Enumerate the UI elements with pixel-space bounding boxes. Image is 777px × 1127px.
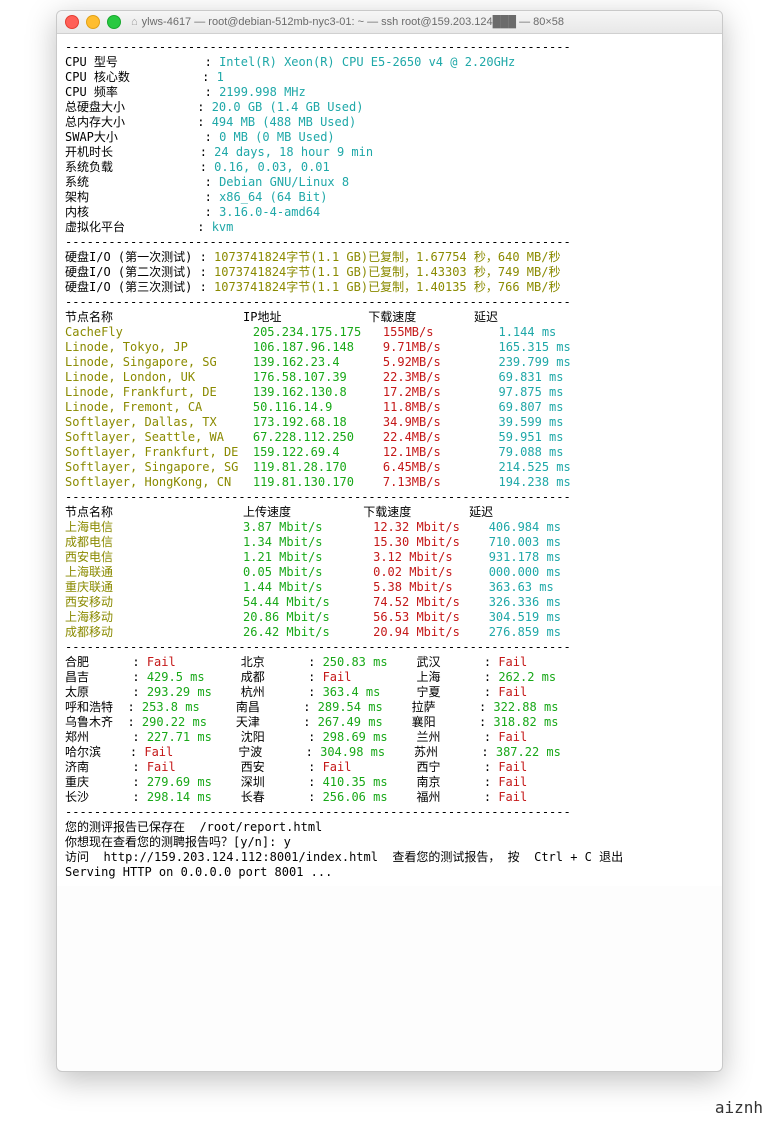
term-line: Linode, Frankfurt, DE 139.162.130.8 17.2… [65, 385, 714, 400]
term-line: 访问 http://159.203.124.112:8001/index.htm… [65, 850, 714, 865]
term-line: 上海电信 3.87 Mbit/s 12.32 Mbit/s 406.984 ms [65, 520, 714, 535]
term-line: 郑州 : 227.71 ms 沈阳 : 298.69 ms 兰州 : Fail [65, 730, 714, 745]
terminal-body[interactable]: ----------------------------------------… [57, 34, 722, 886]
term-line: Linode, Tokyo, JP 106.187.96.148 9.71MB/… [65, 340, 714, 355]
term-line: 节点名称 上传速度 下载速度 延迟 [65, 505, 714, 520]
term-line: ----------------------------------------… [65, 295, 714, 310]
window-title: ylws-4617 — root@debian-512mb-nyc3-01: ~… [142, 16, 564, 28]
term-line: 虚拟化平台 : kvm [65, 220, 714, 235]
term-line: 硬盘I/O (第一次测试) : 1073741824字节(1.1 GB)已复制，… [65, 250, 714, 265]
term-line: 总硬盘大小 : 20.0 GB (1.4 GB Used) [65, 100, 714, 115]
term-line: SWAP大小 : 0 MB (0 MB Used) [65, 130, 714, 145]
term-line: 重庆联通 1.44 Mbit/s 5.38 Mbit/s 363.63 ms [65, 580, 714, 595]
minimize-icon[interactable] [86, 15, 100, 29]
term-line: 架构 : x86_64 (64 Bit) [65, 190, 714, 205]
term-line: 你想现在查看您的测聘报告吗？[y/n]: y [65, 835, 714, 850]
term-line: 哈尔滨 : Fail 宁波 : 304.98 ms 苏州 : 387.22 ms [65, 745, 714, 760]
term-line: Linode, Fremont, CA 50.116.14.9 11.8MB/s… [65, 400, 714, 415]
close-icon[interactable] [65, 15, 79, 29]
term-line: Softlayer, HongKong, CN 119.81.130.170 7… [65, 475, 714, 490]
term-line: Softlayer, Frankfurt, DE 159.122.69.4 12… [65, 445, 714, 460]
watermark: aiznh [715, 1098, 763, 1117]
term-line: ----------------------------------------… [65, 490, 714, 505]
term-line: 上海联通 0.05 Mbit/s 0.02 Mbit/s 000.000 ms [65, 565, 714, 580]
traffic-lights [65, 15, 121, 29]
term-line: ----------------------------------------… [65, 805, 714, 820]
titlebar: ⌂ ylws-4617 — root@debian-512mb-nyc3-01:… [57, 11, 722, 34]
frame: ⌂ ylws-4617 — root@debian-512mb-nyc3-01:… [0, 0, 777, 1127]
term-line: Softlayer, Seattle, WA 67.228.112.250 22… [65, 430, 714, 445]
term-line: 长沙 : 298.14 ms 长春 : 256.06 ms 福州 : Fail [65, 790, 714, 805]
term-line: Serving HTTP on 0.0.0.0 port 8001 ... [65, 865, 714, 880]
term-line: 西安电信 1.21 Mbit/s 3.12 Mbit/s 931.178 ms [65, 550, 714, 565]
term-line: CPU 频率 : 2199.998 MHz [65, 85, 714, 100]
term-line: 昌吉 : 429.5 ms 成都 : Fail 上海 : 262.2 ms [65, 670, 714, 685]
term-line: 系统 : Debian GNU/Linux 8 [65, 175, 714, 190]
home-icon: ⌂ [131, 16, 138, 28]
term-line: Softlayer, Dallas, TX 173.192.68.18 34.9… [65, 415, 714, 430]
term-line: 乌鲁木齐 : 290.22 ms 天津 : 267.49 ms 襄阳 : 318… [65, 715, 714, 730]
term-line: 合肥 : Fail 北京 : 250.83 ms 武汉 : Fail [65, 655, 714, 670]
term-line: 节点名称 IP地址 下载速度 延迟 [65, 310, 714, 325]
term-line: 总内存大小 : 494 MB (488 MB Used) [65, 115, 714, 130]
term-line: ----------------------------------------… [65, 235, 714, 250]
term-line: ----------------------------------------… [65, 40, 714, 55]
term-line: 成都电信 1.34 Mbit/s 15.30 Mbit/s 710.003 ms [65, 535, 714, 550]
term-line: 开机时长 : 24 days, 18 hour 9 min [65, 145, 714, 160]
terminal-window: ⌂ ylws-4617 — root@debian-512mb-nyc3-01:… [56, 10, 723, 1072]
term-line: 硬盘I/O (第二次测试) : 1073741824字节(1.1 GB)已复制，… [65, 265, 714, 280]
term-line: 上海移动 20.86 Mbit/s 56.53 Mbit/s 304.519 m… [65, 610, 714, 625]
term-line: Linode, London, UK 176.58.107.39 22.3MB/… [65, 370, 714, 385]
term-line: 内核 : 3.16.0-4-amd64 [65, 205, 714, 220]
term-line: 重庆 : 279.69 ms 深圳 : 410.35 ms 南京 : Fail [65, 775, 714, 790]
term-line: 呼和浩特 : 253.8 ms 南昌 : 289.54 ms 拉萨 : 322.… [65, 700, 714, 715]
term-line: 太原 : 293.29 ms 杭州 : 363.4 ms 宁夏 : Fail [65, 685, 714, 700]
term-line: Linode, Singapore, SG 139.162.23.4 5.92M… [65, 355, 714, 370]
term-line: CPU 核心数 : 1 [65, 70, 714, 85]
term-line: ----------------------------------------… [65, 640, 714, 655]
term-line: 硬盘I/O (第三次测试) : 1073741824字节(1.1 GB)已复制，… [65, 280, 714, 295]
term-line: 系统负载 : 0.16, 0.03, 0.01 [65, 160, 714, 175]
term-line: 您的测评报告已保存在 /root/report.html [65, 820, 714, 835]
zoom-icon[interactable] [107, 15, 121, 29]
term-line: Softlayer, Singapore, SG 119.81.28.170 6… [65, 460, 714, 475]
term-line: CacheFly 205.234.175.175 155MB/s 1.144 m… [65, 325, 714, 340]
term-line: 济南 : Fail 西安 : Fail 西宁 : Fail [65, 760, 714, 775]
term-line: 成都移动 26.42 Mbit/s 20.94 Mbit/s 276.859 m… [65, 625, 714, 640]
term-line: 西安移动 54.44 Mbit/s 74.52 Mbit/s 326.336 m… [65, 595, 714, 610]
term-line: CPU 型号 : Intel(R) Xeon(R) CPU E5-2650 v4… [65, 55, 714, 70]
